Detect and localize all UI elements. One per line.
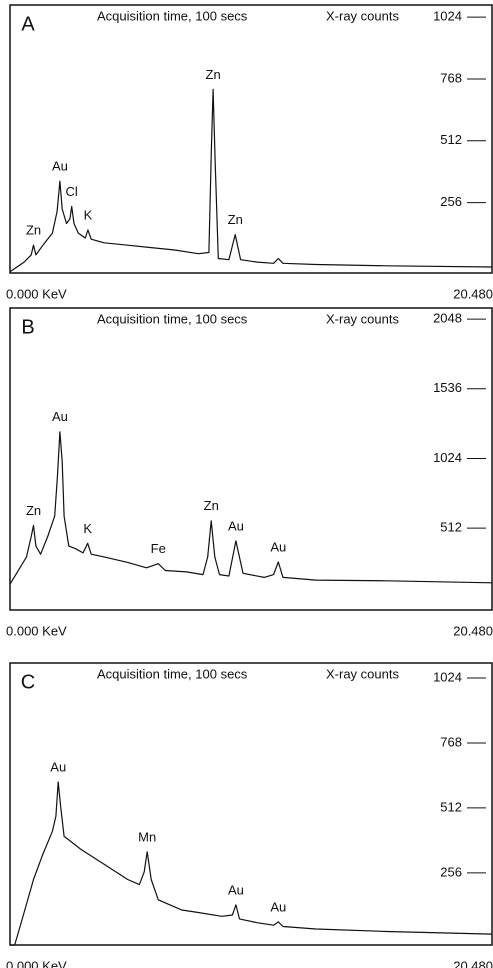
peak-label: Zn xyxy=(26,223,41,238)
peak-label: Cl xyxy=(66,184,78,199)
peak-label: Fe xyxy=(151,541,166,556)
x-tick-label: 20.480 xyxy=(453,286,493,301)
y-tick-label: 512 xyxy=(440,520,462,535)
peak-label: Au xyxy=(270,899,286,914)
x-tick-label: 20.480 xyxy=(453,623,493,638)
y-tick-label: 256 xyxy=(440,194,462,209)
peak-label: Au xyxy=(50,759,66,774)
peak-label: Au xyxy=(228,882,244,897)
peak-label: Mn xyxy=(138,829,156,844)
y-axis-label: X-ray counts xyxy=(326,311,399,326)
x-tick-label: 0.000 KeV xyxy=(6,958,67,968)
y-tick-label: 512 xyxy=(440,132,462,147)
x-tick-label: 20.480 xyxy=(453,958,493,968)
peak-label: K xyxy=(84,207,93,222)
y-tick-label: 1024 xyxy=(433,9,462,24)
peak-label: Au xyxy=(270,539,286,554)
spectrum-line xyxy=(10,781,493,946)
y-tick-label: 512 xyxy=(440,799,462,814)
peak-label: Au xyxy=(228,518,244,533)
peak-label: Au xyxy=(52,159,68,174)
y-tick-label: 256 xyxy=(440,864,462,879)
peak-label: Au xyxy=(52,409,68,424)
panel-letter: C xyxy=(21,671,35,693)
y-tick-label: 768 xyxy=(440,734,462,749)
plot-frame xyxy=(9,4,493,274)
acquisition-title: Acquisition time, 100 secs xyxy=(97,666,248,681)
y-axis-label: X-ray counts xyxy=(326,8,399,23)
peak-label: Zn xyxy=(26,503,41,518)
plot-frame xyxy=(9,662,493,946)
acquisition-title: Acquisition time, 100 secs xyxy=(97,311,248,326)
y-tick-label: 1024 xyxy=(433,450,462,465)
y-tick-label: 1024 xyxy=(433,669,462,684)
panel-letter: A xyxy=(21,13,35,35)
plot-frame xyxy=(9,307,493,611)
x-tick-label: 0.000 KeV xyxy=(6,623,67,638)
y-axis-label: X-ray counts xyxy=(326,666,399,681)
panel-letter: B xyxy=(21,316,34,338)
y-tick-label: 2048 xyxy=(433,311,462,326)
peak-label: Zn xyxy=(228,212,243,227)
spectrum-line xyxy=(9,88,493,273)
peak-label: K xyxy=(83,521,92,536)
x-tick-label: 0.000 KeV xyxy=(6,286,67,301)
spectrum-line xyxy=(9,431,493,585)
peak-label: Zn xyxy=(206,67,221,82)
peak-label: Zn xyxy=(204,498,219,513)
y-tick-label: 1536 xyxy=(433,380,462,395)
acquisition-title: Acquisition time, 100 secs xyxy=(97,8,248,23)
y-tick-label: 768 xyxy=(440,70,462,85)
